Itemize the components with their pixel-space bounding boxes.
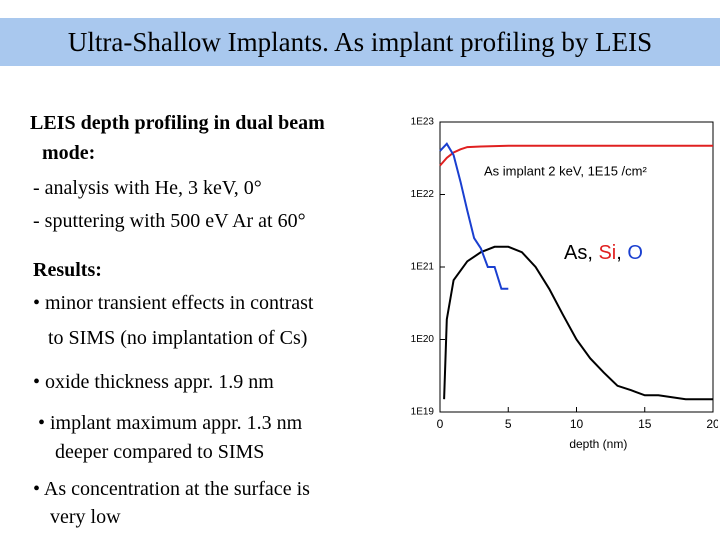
y-tick-label: 1E21: [411, 262, 435, 273]
x-tick-label: 0: [437, 417, 444, 431]
legend: AsSiO: [564, 242, 643, 265]
text-line: mode:: [42, 142, 96, 164]
text-line: • As concentration at the surface is: [33, 478, 310, 500]
text-line: to SIMS (no implantation of Cs): [48, 327, 308, 349]
y-tick-label: 1E22: [411, 189, 435, 200]
text-line: LEIS depth profiling in dual beam: [30, 112, 325, 134]
annotation: As implant 2 keV, 1E15 /cm²: [484, 163, 647, 178]
text-line: • minor transient effects in contrast: [33, 292, 314, 314]
text-line: • oxide thickness appr. 1.9 nm: [33, 371, 274, 393]
y-tick-label: 1E23: [411, 117, 435, 128]
legend-entry: As: [564, 242, 588, 264]
slide-title: Ultra-Shallow Implants. As implant profi…: [0, 18, 720, 66]
x-tick-label: 20: [706, 417, 718, 431]
y-tick-label: 1E19: [411, 407, 435, 418]
legend-entry: Si: [587, 242, 616, 264]
x-axis-label: depth (nm): [569, 437, 627, 451]
x-tick-label: 10: [570, 417, 584, 431]
chart: 1E19 1E20 1E21 1E22 1E23 0 5 10 15 20 depth (nm) As…: [411, 117, 718, 452]
y-tick-label: 1E20: [411, 334, 435, 345]
series-line: [439, 142, 509, 290]
series-line: [439, 144, 713, 167]
text-line: - sputtering with 500 eV Ar at 60°: [33, 210, 306, 232]
text-line: Results:: [33, 259, 102, 281]
series-line: [443, 245, 713, 401]
x-tick-label: 5: [505, 417, 512, 431]
text-line: deeper compared to SIMS: [55, 441, 265, 463]
text-line: - analysis with He, 3 keV, 0°: [33, 177, 262, 199]
x-tick-label: 15: [638, 417, 652, 431]
text-line: • implant maximum appr. 1.3 nm: [38, 412, 303, 434]
legend-entry: O: [616, 242, 643, 264]
text-line: very low: [50, 506, 121, 528]
